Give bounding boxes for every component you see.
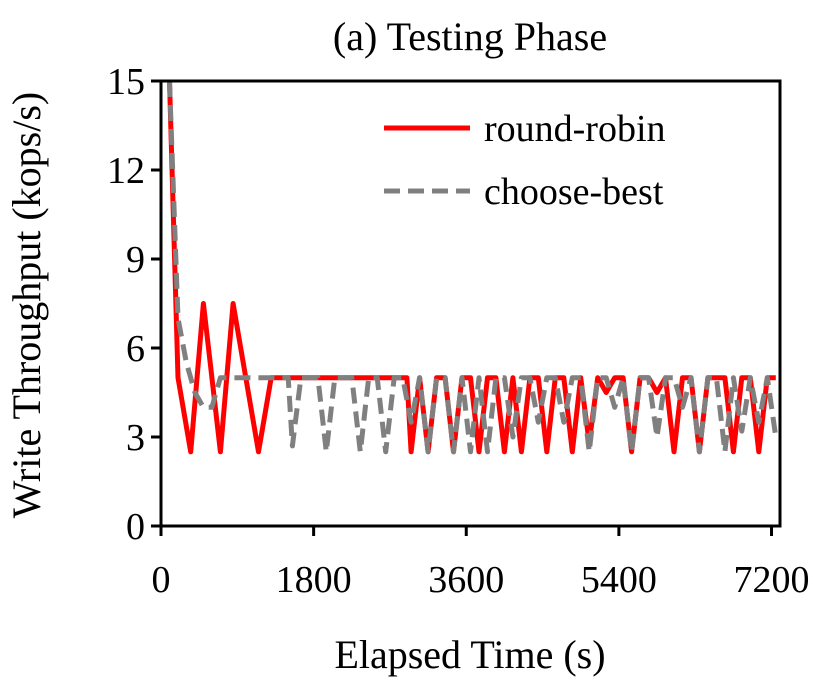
x-axis: 0 1800 3600 5400 7200 bbox=[152, 526, 810, 601]
x-tick-label: 3600 bbox=[428, 559, 504, 601]
legend-label-choose-best: choose-best bbox=[484, 171, 664, 213]
series-line-choose-best bbox=[167, 81, 779, 455]
y-axis: 0 3 6 9 12 15 bbox=[107, 61, 161, 548]
y-tick-label: 6 bbox=[126, 328, 145, 370]
x-tick-label: 7200 bbox=[734, 559, 810, 601]
legend-label-round-robin: round-robin bbox=[484, 108, 666, 150]
y-tick-label: 3 bbox=[126, 417, 145, 459]
y-tick-label: 9 bbox=[126, 239, 145, 281]
plot-frame bbox=[159, 79, 782, 528]
x-tick-label: 1800 bbox=[276, 559, 352, 601]
y-tick-label: 0 bbox=[126, 506, 145, 548]
plot-area bbox=[159, 79, 782, 528]
y-tick-label: 12 bbox=[107, 150, 145, 192]
x-axis-label: Elapsed Time (s) bbox=[334, 632, 605, 677]
x-tick-label: 0 bbox=[152, 559, 171, 601]
y-tick-label: 15 bbox=[107, 61, 145, 103]
x-tick-label: 5400 bbox=[581, 559, 657, 601]
y-axis-label: Write Throughput (kops/s) bbox=[4, 92, 49, 518]
legend: round-robin choose-best bbox=[384, 108, 666, 213]
chart-title: (a) Testing Phase bbox=[333, 14, 607, 59]
